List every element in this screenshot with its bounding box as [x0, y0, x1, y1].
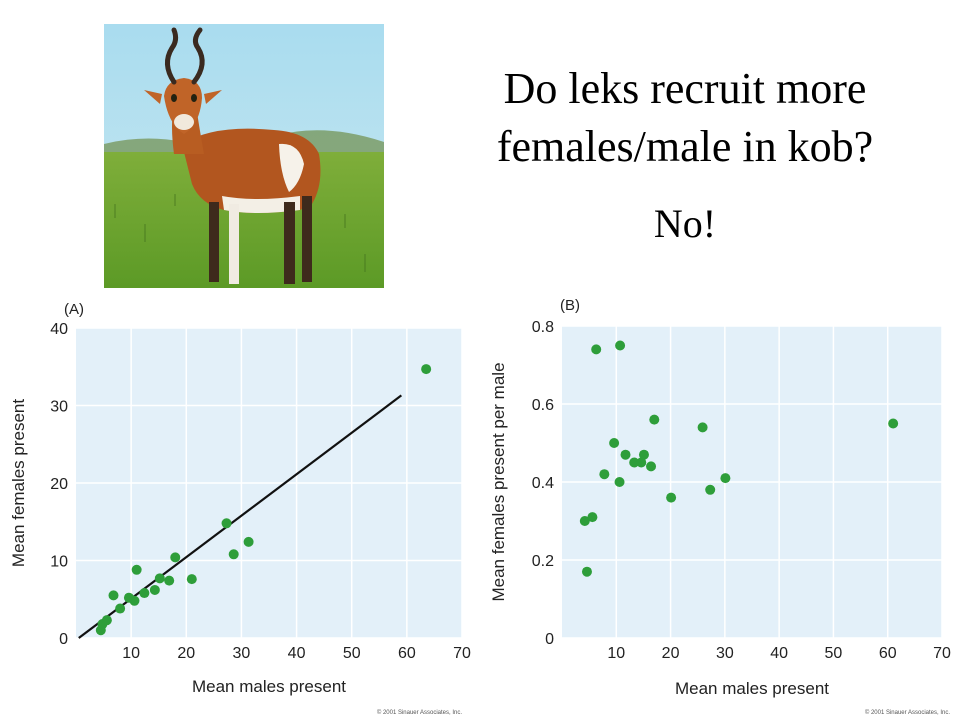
data-point	[186, 574, 197, 585]
data-point	[636, 457, 647, 468]
y-tick-label: 0	[59, 631, 68, 648]
data-point	[228, 549, 239, 560]
y-tick-label: 0.4	[532, 475, 554, 492]
data-point	[243, 536, 254, 547]
copyright-a: © 2001 Sinauer Associates, Inc.	[377, 709, 462, 716]
data-point	[638, 449, 649, 460]
slide-title: Do leks recruit more females/male in kob…	[440, 60, 930, 176]
data-point	[221, 518, 232, 529]
points-b	[579, 340, 899, 577]
data-point	[591, 344, 602, 355]
x-tick-label: 40	[770, 645, 788, 662]
y-tick-label: 40	[50, 321, 68, 338]
y-tick-label: 0.2	[532, 553, 554, 570]
x-tick-label: 10	[607, 645, 625, 662]
data-point	[720, 473, 731, 484]
data-point	[154, 573, 165, 584]
title-line-1: Do leks recruit more	[503, 64, 867, 113]
x-tick-label: 10	[122, 645, 140, 662]
chart-b: (B) 0 0.2 0.4 0.6 0.8 10 20 30 40 50 60 …	[489, 297, 951, 716]
data-point	[649, 414, 660, 425]
grid-b	[562, 325, 943, 639]
y-axis-title-a: Mean females present	[9, 399, 28, 567]
chart-a: (A) 0 10 20 30 40 10 20 30 40 50 60 70 M…	[9, 301, 471, 716]
panel-label-a: (A)	[64, 301, 84, 318]
data-point	[666, 492, 677, 503]
y-ticks-b: 0 0.2 0.4 0.6 0.8	[532, 319, 554, 648]
answer-text: No!	[653, 201, 717, 246]
y-tick-label: 0.6	[532, 397, 554, 414]
x-tick-label: 30	[233, 645, 251, 662]
x-tick-label: 30	[716, 645, 734, 662]
data-point	[888, 418, 899, 429]
y-tick-label: 0	[545, 631, 554, 648]
x-tick-label: 70	[453, 645, 471, 662]
data-point	[129, 595, 140, 606]
data-point	[609, 438, 620, 448]
data-point	[587, 512, 598, 523]
grid-a	[76, 327, 463, 639]
data-point	[620, 449, 631, 460]
data-point	[131, 564, 142, 575]
points-a	[95, 364, 432, 636]
data-point	[421, 364, 432, 375]
data-point	[139, 588, 150, 599]
data-point	[705, 484, 716, 495]
y-axis-title-b: Mean females present per male	[489, 362, 508, 601]
data-point	[149, 584, 160, 595]
kob-illustration	[104, 24, 384, 288]
y-tick-label: 20	[50, 476, 68, 493]
data-point	[115, 603, 126, 614]
x-tick-label: 40	[288, 645, 306, 662]
x-tick-label: 60	[398, 645, 416, 662]
title-line-2: females/male in kob?	[496, 122, 874, 171]
data-point	[615, 340, 626, 351]
kob-photo	[104, 24, 384, 288]
data-point	[599, 469, 610, 480]
x-tick-label: 60	[879, 645, 897, 662]
y-tick-label: 30	[50, 399, 68, 416]
y-tick-label: 10	[50, 554, 68, 571]
x-tick-label: 50	[343, 645, 361, 662]
data-point	[581, 566, 592, 577]
y-tick-label: 0.8	[532, 319, 554, 336]
x-axis-title-a: Mean males present	[192, 677, 346, 696]
x-axis-title-b: Mean males present	[675, 679, 829, 698]
x-tick-label: 50	[825, 645, 843, 662]
data-point	[697, 422, 708, 433]
data-point	[108, 590, 119, 601]
data-point	[614, 477, 625, 487]
data-point	[170, 552, 181, 563]
data-point	[101, 615, 112, 626]
data-point	[164, 575, 175, 586]
panel-label-b: (B)	[560, 297, 580, 314]
copyright-b: © 2001 Sinauer Associates, Inc.	[865, 709, 950, 716]
data-point	[646, 461, 657, 472]
data-point	[629, 457, 640, 468]
x-ticks-b: 10 20 30 40 50 60 70	[607, 645, 951, 662]
x-tick-label: 20	[662, 645, 680, 662]
data-point	[579, 516, 590, 526]
y-ticks-a: 0 10 20 30 40	[50, 321, 68, 648]
x-ticks-a: 10 20 30 40 50 60 70	[122, 645, 471, 662]
x-tick-label: 20	[177, 645, 195, 662]
x-tick-label: 70	[933, 645, 951, 662]
